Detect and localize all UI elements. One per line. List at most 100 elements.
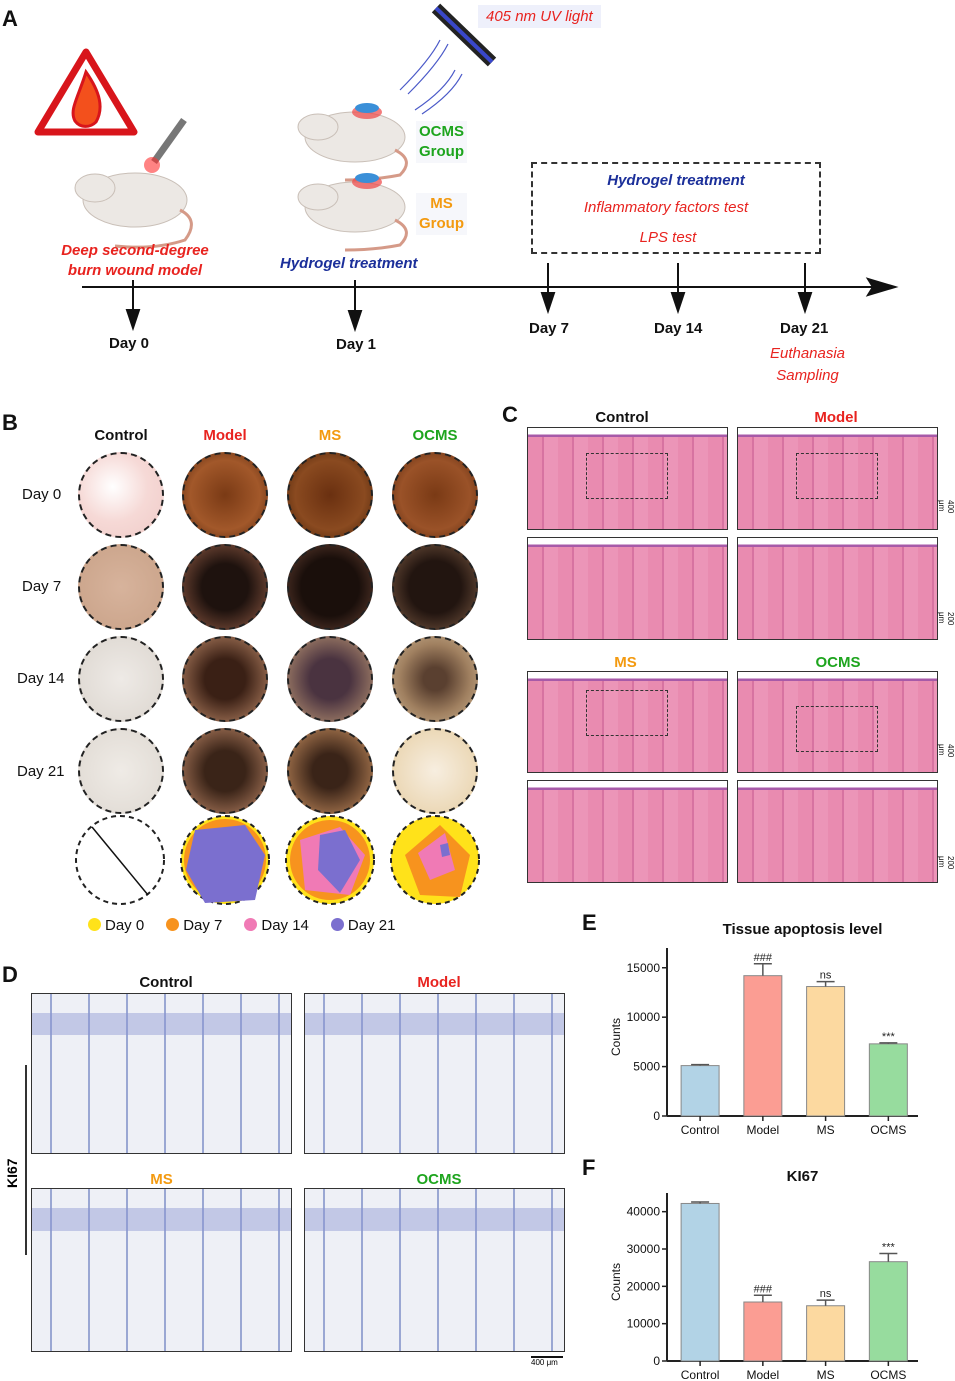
wound-trace-row bbox=[75, 815, 480, 905]
chart-e-ytick-label: 5000 bbox=[633, 1060, 660, 1074]
day-14-label: Day 14 bbox=[654, 320, 703, 337]
chart-f-xtick-label-control: Control bbox=[681, 1368, 720, 1381]
b-col-model: Model bbox=[203, 427, 247, 444]
ki67-bracket bbox=[25, 1065, 27, 1255]
chart-e-xtick-label-ocms: OCMS bbox=[870, 1123, 906, 1137]
panel-label-b: B bbox=[2, 410, 18, 435]
he-ms-low bbox=[527, 671, 728, 773]
day1-treatment-label: Hydrogel treatment bbox=[280, 255, 418, 272]
wound-photo-control-day14 bbox=[78, 636, 164, 722]
wound-photo-model-day0 bbox=[182, 452, 268, 538]
panel-label-d: D bbox=[2, 962, 18, 987]
trace-ocms bbox=[390, 815, 480, 905]
he-control-low bbox=[527, 427, 728, 530]
ms-group-line1: MS bbox=[430, 195, 453, 212]
day-7-label: Day 7 bbox=[529, 320, 570, 337]
chart-e-bar-control bbox=[680, 1065, 720, 1117]
box-hydrogel-treatment: Hydrogel treatment bbox=[607, 172, 745, 189]
ki67-ocms-image bbox=[304, 1188, 565, 1352]
euthanasia-label: Euthanasia bbox=[769, 345, 846, 362]
d-scale-label: 400 μm bbox=[531, 1358, 558, 1367]
wound-photo-control-day21 bbox=[78, 728, 164, 814]
chart-e-significance-model: ### bbox=[754, 952, 773, 964]
chart-f-ytick-label: 10000 bbox=[627, 1317, 661, 1331]
legend-day21: Day 21 bbox=[330, 917, 395, 934]
wound-photo-ocms-day7 bbox=[392, 544, 478, 630]
chart-e-ylabel: Counts bbox=[609, 1018, 623, 1056]
timeline-axis bbox=[82, 263, 899, 333]
trace-control bbox=[75, 815, 165, 905]
day-21-label: Day 21 bbox=[780, 320, 829, 337]
wound-photo-control-day0 bbox=[78, 452, 164, 538]
burn-model-line1: Deep second-degree bbox=[61, 242, 209, 259]
wound-photo-ms-day14 bbox=[287, 636, 373, 722]
box-lps-test: LPS test bbox=[639, 229, 697, 246]
chart-f-ytick-label: 30000 bbox=[627, 1242, 661, 1256]
chart-f-significance-ocms: *** bbox=[882, 1241, 896, 1253]
b-col-control: Control bbox=[94, 427, 148, 444]
laser-pen-icon bbox=[144, 117, 187, 173]
b-row-day7: Day 7 bbox=[22, 578, 62, 595]
c-title-ms: MS bbox=[614, 654, 637, 671]
legend-day7-label: Day 7 bbox=[183, 917, 223, 934]
he-model-low bbox=[737, 427, 938, 530]
chart-f-ytick-label: 20000 bbox=[627, 1279, 661, 1293]
d-title-ocms: OCMS bbox=[416, 1171, 462, 1188]
wound-photo-ocms-day21 bbox=[392, 728, 478, 814]
wound-photo-ms-day21 bbox=[287, 728, 373, 814]
chart-f-significance-model: ### bbox=[754, 1283, 773, 1295]
chart-e-xtick-label-control: Control bbox=[681, 1123, 720, 1137]
fire-warning-icon bbox=[34, 48, 138, 136]
legend-day0: Day 0 bbox=[88, 917, 144, 934]
box-inflammatory-test: Inflammatory factors test bbox=[583, 199, 749, 216]
d-title-model: Model bbox=[417, 974, 461, 991]
legend-dot-day7 bbox=[166, 918, 180, 931]
legend-day14-label: Day 14 bbox=[261, 917, 309, 934]
chart-f-bar-model bbox=[743, 1301, 783, 1362]
chart-f-xtick-label-ocms: OCMS bbox=[870, 1368, 906, 1381]
burn-model-label: Deep second-degree burn wound model bbox=[40, 241, 230, 281]
chart-f-ytick-label: 0 bbox=[653, 1354, 660, 1368]
zoom-box-control bbox=[586, 453, 668, 499]
wound-photo-control-day7 bbox=[78, 544, 164, 630]
chart-f-xtick-label-ms: MS bbox=[817, 1368, 835, 1381]
wound-photo-model-day21 bbox=[182, 728, 268, 814]
chart-f-ylabel: Counts bbox=[609, 1263, 623, 1301]
chart-e-bar-ocms bbox=[868, 1043, 908, 1117]
chart-e-bar-ms bbox=[806, 986, 846, 1117]
wound-photo-ms-day0 bbox=[287, 452, 373, 538]
chart-e-ytick-label: 15000 bbox=[627, 961, 661, 975]
legend-day0-label: Day 0 bbox=[105, 917, 145, 934]
b-row-day0: Day 0 bbox=[22, 486, 62, 503]
chart-e-ytick-label: 0 bbox=[653, 1109, 660, 1123]
chart-f-title: KI67 bbox=[787, 1168, 819, 1185]
d-title-control: Control bbox=[139, 974, 193, 991]
ocms-group-line1: OCMS bbox=[419, 123, 464, 140]
legend-dot-day21 bbox=[330, 918, 344, 931]
trace-ms bbox=[285, 815, 375, 905]
ki67-model-image bbox=[304, 993, 565, 1154]
chart-f-bar-ocms bbox=[868, 1261, 908, 1362]
wound-photo-ms-day7 bbox=[287, 544, 373, 630]
b-row-day21: Day 21 bbox=[17, 763, 65, 780]
chart-e-xtick-label-model: Model bbox=[747, 1123, 780, 1137]
chart-e-ytick-label: 10000 bbox=[627, 1010, 661, 1024]
wound-photo-model-day14 bbox=[182, 636, 268, 722]
wound-photo-ocms-day14 bbox=[392, 636, 478, 722]
ki67-ms-image bbox=[31, 1188, 292, 1352]
ms-group-label: MS Group bbox=[416, 193, 467, 235]
uv-light-label: 405 nm UV light bbox=[478, 5, 601, 28]
d-title-ms: MS bbox=[150, 1171, 173, 1188]
wound-legend: Day 0 Day 7 Day 14 Day 21 bbox=[88, 917, 395, 934]
chart-f-bar-ms bbox=[806, 1305, 846, 1362]
ocms-group-line2: Group bbox=[419, 143, 464, 160]
b-row-day14: Day 14 bbox=[17, 670, 65, 687]
chart-f-xtick-label-model: Model bbox=[747, 1368, 780, 1381]
day-1-label: Day 1 bbox=[336, 336, 377, 353]
day21-notes: Euthanasia Sampling bbox=[760, 343, 855, 387]
chart-e-xtick-label-ms: MS bbox=[817, 1123, 835, 1137]
he-control-high bbox=[527, 537, 728, 640]
rat-icon bbox=[74, 111, 408, 252]
